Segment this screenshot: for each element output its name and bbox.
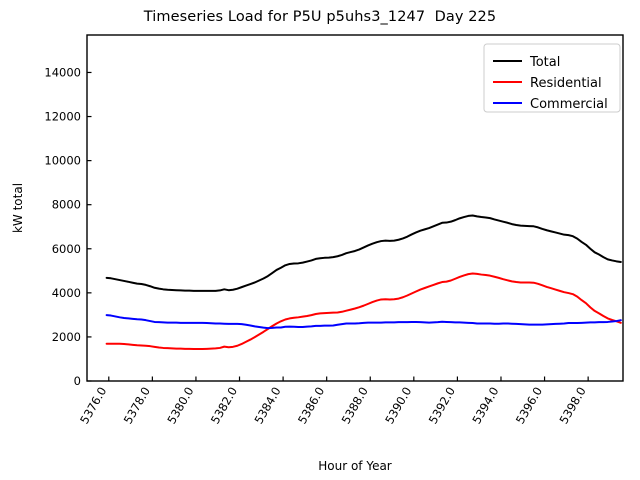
series-line-commercial (105, 314, 622, 330)
legend-label-residential: Residential (530, 76, 602, 91)
x-tick-label-7: 5390.0 (382, 385, 414, 427)
y-tick-label-6: 12000 (44, 110, 81, 124)
y-tick-label-3: 6000 (52, 242, 81, 256)
x-tick-label-4: 5384.0 (251, 385, 283, 427)
y-tick-label-7: 14000 (44, 65, 81, 79)
axes-frame (86, 34, 624, 382)
x-tick-label-10: 5396.0 (513, 385, 545, 427)
x-tick-label-2: 5380.0 (164, 385, 196, 427)
y-tick-label-1: 2000 (52, 330, 81, 344)
y-tick-label-2: 4000 (52, 286, 81, 300)
x-tick-label-3: 5382.0 (208, 385, 240, 427)
series-line-total (105, 214, 622, 292)
y-tick-label-5: 10000 (44, 154, 81, 168)
legend-label-commercial: Commercial (530, 97, 608, 112)
x-tick-label-5: 5386.0 (295, 385, 327, 427)
y-tick-label-4: 8000 (52, 198, 81, 212)
x-axis-label: Hour of Year (318, 459, 392, 473)
series-line-residential (105, 272, 622, 351)
y-tick-label-0: 0 (74, 374, 81, 388)
y-axis-label: kW total (11, 183, 25, 233)
chart-title: Timeseries Load for P5U p5uhs3_1247 Day … (143, 9, 497, 25)
x-tick-label-11: 5398.0 (556, 385, 588, 427)
x-tick-label-6: 5388.0 (339, 385, 371, 427)
x-tick-label-8: 5392.0 (426, 385, 458, 427)
x-tick-label-0: 5376.0 (77, 385, 109, 427)
legend-label-total: Total (529, 55, 560, 70)
x-tick-label-9: 5394.0 (469, 385, 501, 427)
x-tick-label-1: 5378.0 (121, 385, 153, 427)
